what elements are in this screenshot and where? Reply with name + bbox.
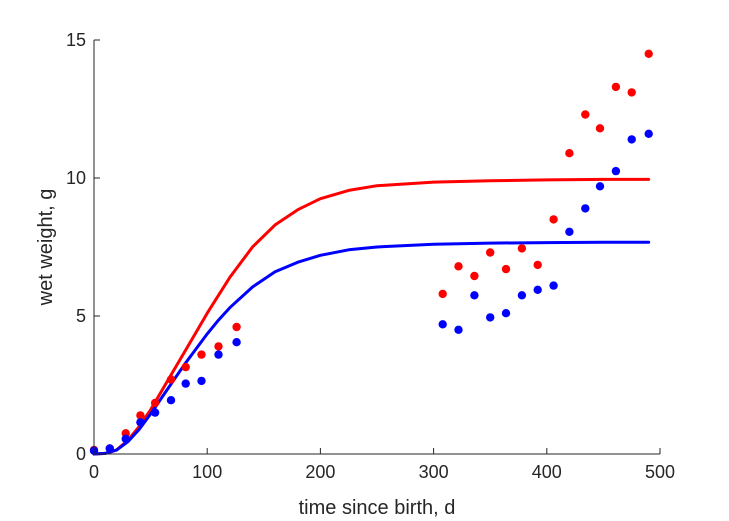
data-point — [581, 204, 590, 213]
data-point — [181, 379, 190, 388]
data-point — [454, 262, 463, 271]
y-tick-label: 15 — [66, 30, 86, 50]
x-tick-label: 500 — [645, 462, 675, 482]
data-point — [232, 338, 241, 347]
data-point — [549, 215, 558, 224]
data-point — [627, 135, 636, 144]
data-point — [517, 291, 527, 300]
plot-area — [89, 49, 653, 456]
x-axis-title: time since birth, d — [299, 497, 456, 519]
x-tick-label: 0 — [89, 462, 99, 482]
data-point — [501, 309, 511, 318]
data-point — [136, 418, 145, 427]
data-point — [595, 124, 605, 133]
x-tick-label: 400 — [532, 462, 562, 482]
data-point — [470, 271, 479, 281]
data-point — [611, 82, 621, 92]
y-tick-label: 10 — [66, 168, 86, 188]
data-point — [644, 129, 653, 138]
data-point — [581, 110, 590, 119]
x-tick-label: 200 — [305, 462, 335, 482]
x-tick-label: 100 — [192, 462, 222, 482]
data-point — [611, 166, 621, 176]
data-point — [438, 289, 447, 299]
x-tick-label: 300 — [419, 462, 449, 482]
data-point — [644, 49, 653, 58]
data-point — [517, 244, 527, 253]
data-point — [214, 342, 223, 351]
data-point — [438, 320, 447, 329]
data-point — [166, 375, 176, 384]
data-point — [486, 313, 495, 322]
data-point — [214, 350, 223, 359]
data-point — [232, 322, 241, 332]
data-point — [533, 285, 542, 294]
data-point — [121, 434, 130, 443]
y-tick-label: 5 — [76, 306, 86, 326]
data-point — [595, 182, 605, 191]
data-point — [454, 325, 463, 334]
ticks: 0 100 200 300 400 500 0 5 10 15 — [66, 30, 675, 482]
y-tick-label: 0 — [76, 444, 86, 464]
data-point — [501, 264, 511, 274]
data-point — [197, 376, 206, 386]
data-point — [105, 444, 115, 453]
model-curve-line — [92, 240, 651, 456]
data-point — [197, 350, 206, 359]
model-curve-line — [92, 177, 651, 456]
data-point — [486, 248, 495, 257]
data-point — [150, 398, 160, 408]
data-point — [166, 396, 176, 405]
data-point — [136, 411, 145, 420]
data-point — [549, 281, 558, 290]
data-point — [533, 260, 542, 270]
data-point — [470, 291, 479, 300]
data-point — [565, 227, 574, 236]
data-point — [565, 149, 574, 158]
data-point — [627, 88, 636, 97]
data-point — [150, 408, 160, 417]
data-point — [181, 362, 190, 372]
y-axis-title: wet weight, g — [35, 189, 57, 307]
axes — [93, 40, 660, 455]
